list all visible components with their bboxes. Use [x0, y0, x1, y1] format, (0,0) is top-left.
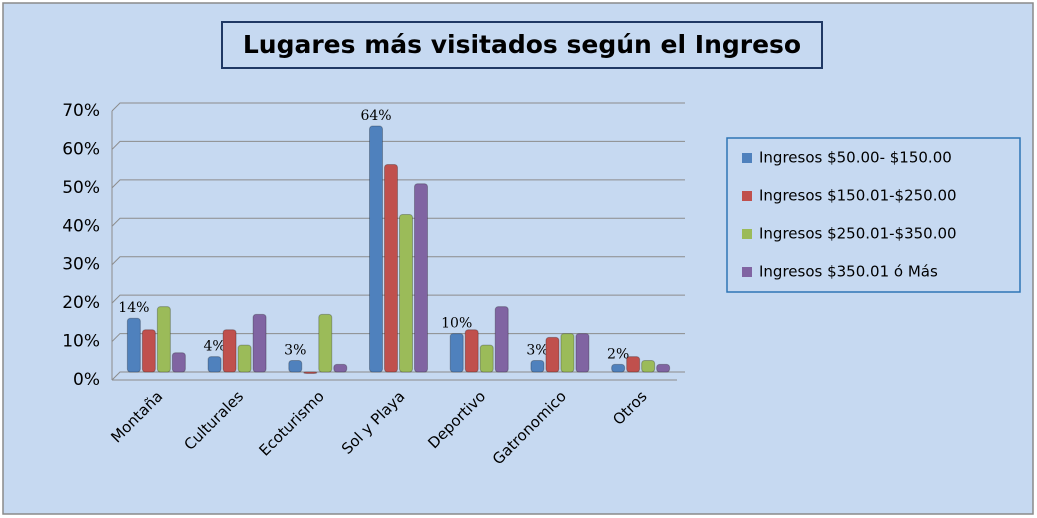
- y-tick-label: 10%: [62, 332, 100, 352]
- grid-line: [111, 371, 685, 381]
- legend-label: Ingresos $150.01-$250.00: [759, 187, 957, 205]
- bar: [611, 363, 626, 373]
- y-tick-label: 40%: [62, 216, 100, 236]
- bar: [464, 329, 479, 373]
- bar: [545, 336, 560, 373]
- bar: [303, 371, 318, 374]
- bar: [449, 333, 464, 373]
- grid-line: [111, 102, 685, 112]
- data-label: 3%: [526, 342, 548, 358]
- grid-line: [111, 140, 685, 150]
- bar: [141, 329, 156, 373]
- legend-swatch: [742, 267, 752, 277]
- bar: [171, 352, 186, 373]
- legend-label: Ingresos $350.01 ó Más: [759, 263, 938, 281]
- data-label: 14%: [118, 300, 149, 316]
- bar: [399, 213, 413, 373]
- grid-line: [111, 256, 685, 266]
- bar: [252, 313, 267, 373]
- data-label: 4%: [203, 339, 225, 355]
- y-tick-label: 30%: [62, 255, 100, 275]
- y-tick-label: 50%: [62, 178, 100, 198]
- bar: [414, 183, 428, 373]
- bar: [641, 359, 656, 373]
- legend-swatch: [742, 229, 752, 239]
- chart-title: Lugares más visitados según el Ingreso: [243, 30, 801, 59]
- data-label: 10%: [441, 316, 472, 332]
- bar: [222, 329, 237, 373]
- legend-box: [726, 137, 1021, 293]
- bar: [494, 306, 509, 373]
- bar: [626, 356, 641, 373]
- bar: [126, 317, 141, 373]
- bar: [656, 363, 671, 373]
- grid-line: [111, 294, 685, 304]
- y-tick-label: 0%: [73, 370, 100, 390]
- bar: [560, 333, 575, 373]
- grid-line: [111, 179, 685, 189]
- bar: [369, 125, 383, 373]
- title-box: [221, 21, 823, 69]
- y-tick-label: 60%: [62, 139, 100, 159]
- bar: [207, 356, 222, 373]
- data-label: 2%: [607, 346, 629, 362]
- data-label: 3%: [284, 342, 306, 358]
- bar: [479, 344, 494, 373]
- y-tick-label: 70%: [62, 101, 100, 121]
- bar: [530, 359, 545, 373]
- bar: [575, 333, 590, 373]
- legend-label: Ingresos $250.01-$350.00: [759, 225, 957, 243]
- legend-swatch: [742, 191, 752, 201]
- legend-label: Ingresos $50.00- $150.00: [759, 149, 952, 167]
- bar: [156, 306, 171, 373]
- legend-swatch: [742, 153, 752, 163]
- bar: [318, 313, 333, 373]
- bar: [288, 359, 303, 373]
- bar: [237, 344, 252, 373]
- data-label: 64%: [360, 108, 391, 124]
- bar: [384, 163, 398, 373]
- y-tick-label: 20%: [62, 293, 100, 313]
- grid-line: [111, 217, 685, 227]
- bar: [333, 363, 348, 373]
